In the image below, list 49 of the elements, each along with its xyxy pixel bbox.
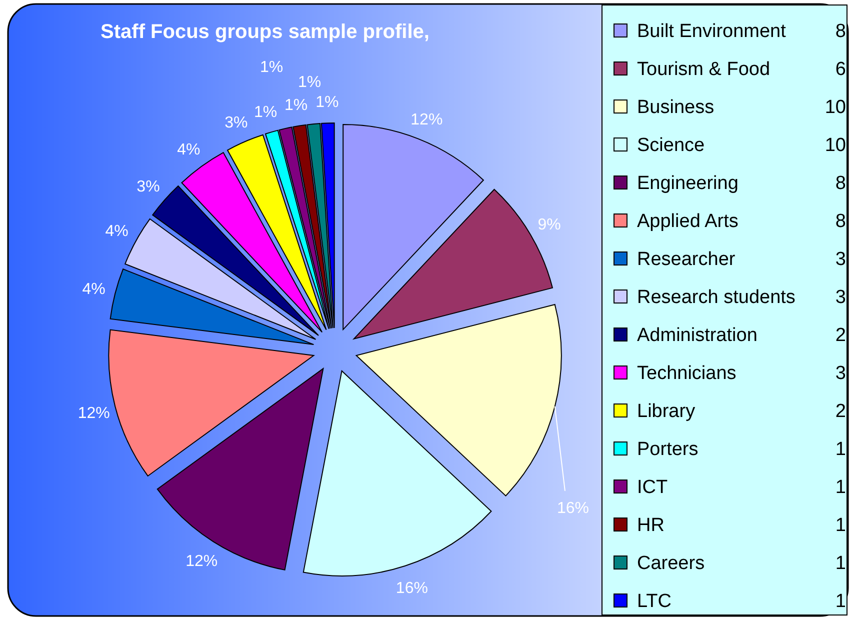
text: 1	[835, 591, 846, 612]
text: 2	[835, 401, 846, 422]
text: 10	[824, 97, 846, 118]
data-label: 1%	[254, 104, 278, 121]
legend-label: Science	[637, 135, 705, 156]
legend-label: Engineering	[637, 173, 738, 194]
data-label: 1%	[284, 97, 308, 114]
data-label: 12%	[410, 111, 443, 128]
data-label: 1%	[298, 74, 322, 92]
data-label: 3%	[136, 178, 160, 196]
legend-label: Built Environment	[637, 21, 787, 42]
legend-label: HR	[637, 515, 664, 536]
text: 3	[835, 249, 846, 270]
text: Staff Focus groups sample profile,	[100, 21, 430, 43]
data-label: 3%	[224, 114, 248, 132]
legend-label: LTC	[637, 591, 672, 612]
data-label: 4%	[177, 142, 200, 159]
text: 1	[835, 477, 846, 498]
data-label: 1%	[260, 59, 284, 76]
text: 8	[835, 21, 846, 42]
text: 6	[835, 59, 846, 80]
legend-label: Technicians	[637, 363, 736, 384]
legend-label: Tourism & Food	[637, 59, 770, 80]
text: 2	[835, 325, 846, 346]
legend-label: ICT	[637, 477, 668, 498]
data-label: 16%	[396, 580, 428, 597]
data-label: 12%	[78, 404, 110, 422]
text: 1	[835, 553, 846, 574]
data-label: 4%	[105, 223, 128, 240]
text: 3	[835, 363, 846, 384]
legend-label: Administration	[637, 325, 758, 346]
legend-label: Careers	[637, 553, 705, 574]
legend-label: Research students	[637, 287, 796, 308]
data-label: 16%	[556, 500, 590, 517]
text: 3	[835, 287, 846, 308]
legend-label: Business	[637, 97, 714, 118]
legend-label: Applied Arts	[637, 211, 738, 232]
data-label: 9%	[538, 216, 561, 234]
text: 1	[835, 439, 846, 460]
legend-label: Porters	[637, 439, 698, 460]
data-label: 1%	[316, 94, 339, 112]
text: 1	[835, 515, 846, 536]
text: 10	[824, 135, 846, 156]
legend-label: Researcher	[637, 249, 736, 270]
legend-label: Library	[637, 401, 696, 422]
text: 8	[835, 173, 846, 194]
data-label: 12%	[186, 553, 218, 570]
data-label: 4%	[82, 281, 106, 298]
text: 8	[835, 211, 846, 232]
